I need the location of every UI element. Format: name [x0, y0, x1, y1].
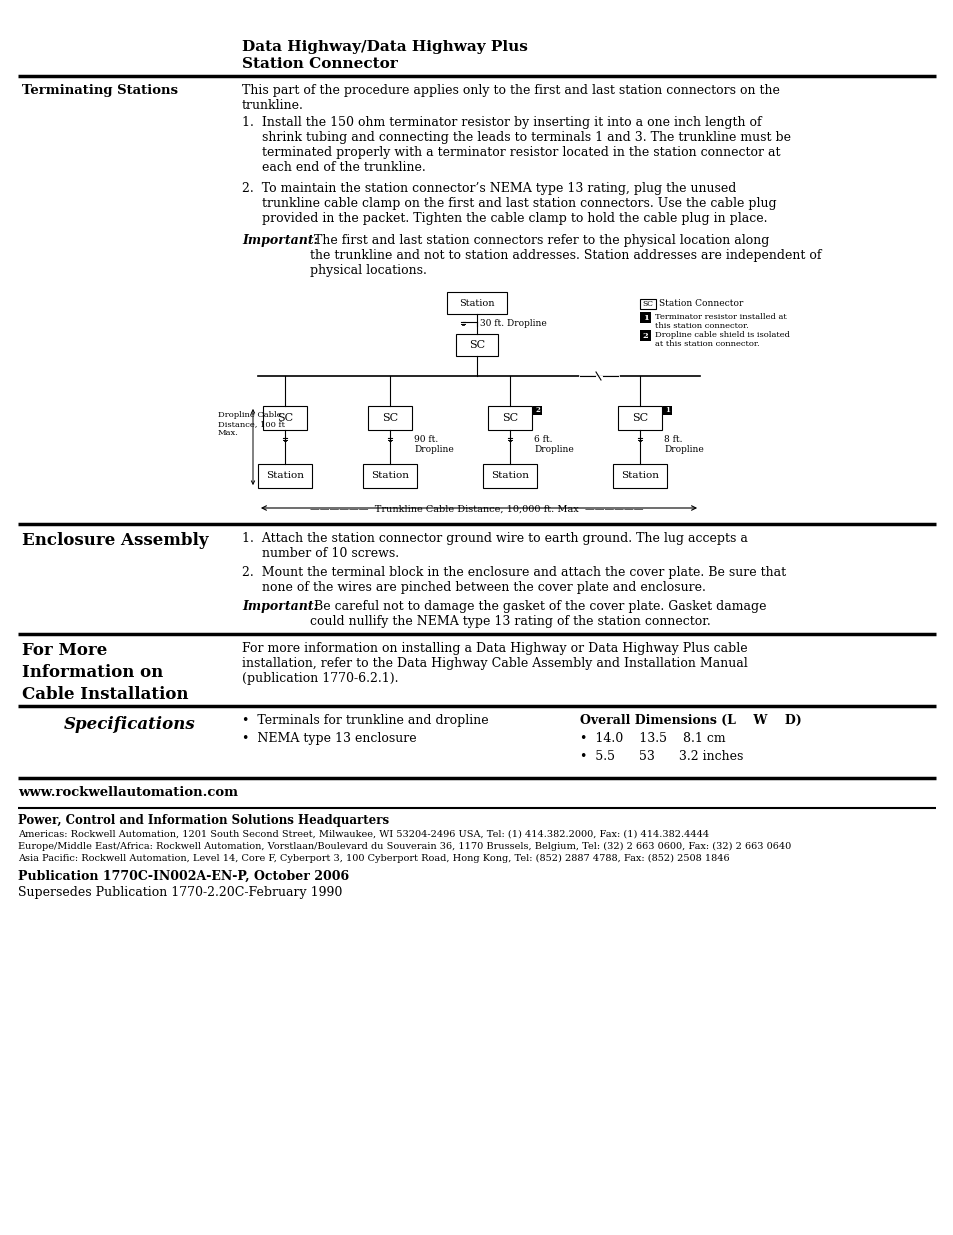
Text: Asia Pacific: Rockwell Automation, Level 14, Core F, Cyberport 3, 100 Cyberport : Asia Pacific: Rockwell Automation, Level… — [18, 853, 729, 863]
Bar — [533, 406, 541, 415]
Bar — [482, 464, 537, 488]
Text: SC: SC — [501, 412, 517, 424]
Text: Terminating Stations: Terminating Stations — [22, 84, 178, 98]
Text: ——————  Trunkline Cable Distance, 10,000 ft. Max  ——————: —————— Trunkline Cable Distance, 10,000 … — [310, 505, 643, 514]
Bar — [618, 406, 661, 430]
Text: 2: 2 — [535, 406, 539, 415]
Bar — [363, 464, 416, 488]
Text: Station: Station — [371, 472, 409, 480]
Text: 1: 1 — [642, 314, 648, 321]
Text: SC: SC — [631, 412, 647, 424]
Text: 1: 1 — [664, 406, 669, 415]
Bar — [263, 406, 307, 430]
Text: www.rockwellautomation.com: www.rockwellautomation.com — [18, 785, 237, 799]
Text: Station: Station — [620, 472, 659, 480]
Text: Power, Control and Information Solutions Headquarters: Power, Control and Information Solutions… — [18, 814, 389, 827]
Bar — [639, 299, 656, 309]
Text: Enclosure Assembly: Enclosure Assembly — [22, 532, 209, 550]
Text: Important:: Important: — [242, 233, 318, 247]
Text: This part of the procedure applies only to the first and last station connectors: This part of the procedure applies only … — [242, 84, 779, 112]
Text: SC: SC — [469, 340, 484, 350]
Text: 30 ft. Dropline: 30 ft. Dropline — [479, 319, 546, 329]
Text: Station Connector: Station Connector — [242, 57, 397, 70]
Text: •  5.5      53      3.2 inches: • 5.5 53 3.2 inches — [579, 750, 742, 763]
Text: 2: 2 — [642, 331, 648, 340]
Text: Overall Dimensions (L    W    D): Overall Dimensions (L W D) — [579, 714, 801, 727]
Bar — [456, 333, 497, 356]
Text: Supersedes Publication 1770-2.20C-February 1990: Supersedes Publication 1770-2.20C-Februa… — [18, 885, 342, 899]
Text: Europe/Middle East/Africa: Rockwell Automation, Vorstlaan/Boulevard du Souverain: Europe/Middle East/Africa: Rockwell Auto… — [18, 842, 790, 851]
Text: Terminator resistor installed at
this station connector.: Terminator resistor installed at this st… — [655, 312, 786, 330]
Bar — [662, 406, 671, 415]
Text: 2.  Mount the terminal block in the enclosure and attach the cover plate. Be sur: 2. Mount the terminal block in the enclo… — [242, 566, 785, 594]
Bar — [447, 291, 506, 314]
Text: For More
Information on
Cable Installation: For More Information on Cable Installati… — [22, 642, 189, 704]
Text: 2.  To maintain the station connector’s NEMA type 13 rating, plug the unused
   : 2. To maintain the station connector’s N… — [242, 182, 776, 225]
Text: Station: Station — [491, 472, 529, 480]
Text: Americas: Rockwell Automation, 1201 South Second Street, Milwaukee, WI 53204-249: Americas: Rockwell Automation, 1201 Sout… — [18, 830, 708, 839]
Text: Dropline Cable
Distance, 100 ft
Max.: Dropline Cable Distance, 100 ft Max. — [218, 411, 285, 437]
Bar — [257, 464, 312, 488]
Text: Specifications: Specifications — [64, 716, 195, 734]
Text: •  14.0    13.5    8.1 cm: • 14.0 13.5 8.1 cm — [579, 732, 725, 745]
Bar — [639, 330, 650, 341]
Text: Dropline cable shield is isolated
at this station connector.: Dropline cable shield is isolated at thi… — [655, 331, 789, 348]
Bar — [488, 406, 532, 430]
Text: 8 ft.
Dropline: 8 ft. Dropline — [663, 435, 703, 454]
Text: SC: SC — [276, 412, 293, 424]
Text: •  Terminals for trunkline and dropline: • Terminals for trunkline and dropline — [242, 714, 488, 727]
Bar — [613, 464, 666, 488]
Text: SC: SC — [641, 300, 653, 308]
Bar — [368, 406, 412, 430]
Text: 1.  Install the 150 ohm terminator resistor by inserting it into a one inch leng: 1. Install the 150 ohm terminator resist… — [242, 116, 790, 174]
Text: Station: Station — [266, 472, 304, 480]
Text: 6 ft.
Dropline: 6 ft. Dropline — [534, 435, 573, 454]
Text: For more information on installing a Data Highway or Data Highway Plus cable
ins: For more information on installing a Dat… — [242, 642, 747, 685]
Text: Data Highway/Data Highway Plus: Data Highway/Data Highway Plus — [242, 40, 527, 54]
Text: Station Connector: Station Connector — [659, 299, 742, 308]
Text: Publication 1770C-IN002A-EN-P, October 2006: Publication 1770C-IN002A-EN-P, October 2… — [18, 869, 349, 883]
Text: 90 ft.
Dropline: 90 ft. Dropline — [414, 435, 454, 454]
Text: SC: SC — [381, 412, 397, 424]
Text: The first and last station connectors refer to the physical location along
the t: The first and last station connectors re… — [310, 233, 821, 277]
Text: Station: Station — [458, 299, 495, 308]
Text: Be careful not to damage the gasket of the cover plate. Gasket damage
could null: Be careful not to damage the gasket of t… — [310, 600, 765, 629]
Text: Important:: Important: — [242, 600, 318, 613]
Text: •  NEMA type 13 enclosure: • NEMA type 13 enclosure — [242, 732, 416, 745]
Bar — [639, 312, 650, 324]
Text: 1.  Attach the station connector ground wire to earth ground. The lug accepts a
: 1. Attach the station connector ground w… — [242, 532, 747, 559]
